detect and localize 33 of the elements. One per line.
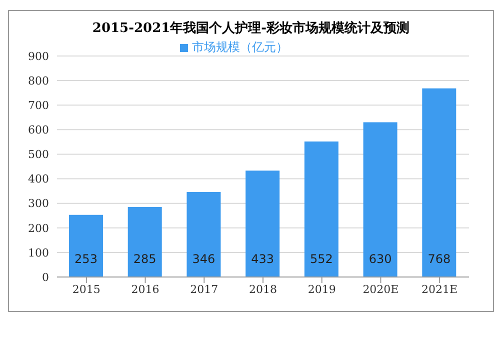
- y-tick-label: 400: [28, 172, 49, 186]
- x-tick-label: 2020E: [362, 282, 399, 296]
- x-tick-label: 2021E: [422, 282, 458, 296]
- y-tick-label: 900: [28, 50, 49, 63]
- bar: [128, 207, 162, 277]
- bar: [422, 88, 456, 277]
- x-tick-label: 2018: [249, 282, 277, 296]
- chart-title: 2015-2021年我国个人护理-彩妆市场规模统计及预测: [91, 20, 411, 37]
- x-tick-label: 2015: [72, 282, 100, 296]
- data-label: 768: [428, 252, 451, 266]
- data-label: 346: [192, 252, 216, 266]
- data-label: 552: [310, 252, 333, 266]
- y-tick-label: 700: [28, 99, 49, 112]
- y-tick-label: 200: [28, 222, 49, 235]
- data-label: 630: [368, 252, 392, 266]
- legend-label: 市场规模（亿元）: [192, 40, 288, 54]
- data-label: 285: [133, 252, 156, 266]
- x-tick-label: 2017: [190, 282, 218, 296]
- data-label: 433: [251, 252, 274, 266]
- y-tick-label: 0: [42, 270, 49, 284]
- y-tick-label: 800: [28, 74, 49, 88]
- bar: [304, 141, 338, 277]
- data-label: 253: [74, 252, 98, 266]
- y-tick-label: 500: [28, 148, 49, 162]
- x-tick-label: 2016: [131, 282, 160, 296]
- bar: [363, 122, 398, 277]
- bar: [69, 214, 103, 277]
- y-tick-label: 100: [28, 246, 49, 260]
- bar: [186, 192, 221, 277]
- y-tick-label: 600: [28, 124, 49, 137]
- bar: [246, 170, 280, 277]
- x-tick-label: 2019: [308, 282, 336, 296]
- y-tick-label: 300: [28, 197, 49, 210]
